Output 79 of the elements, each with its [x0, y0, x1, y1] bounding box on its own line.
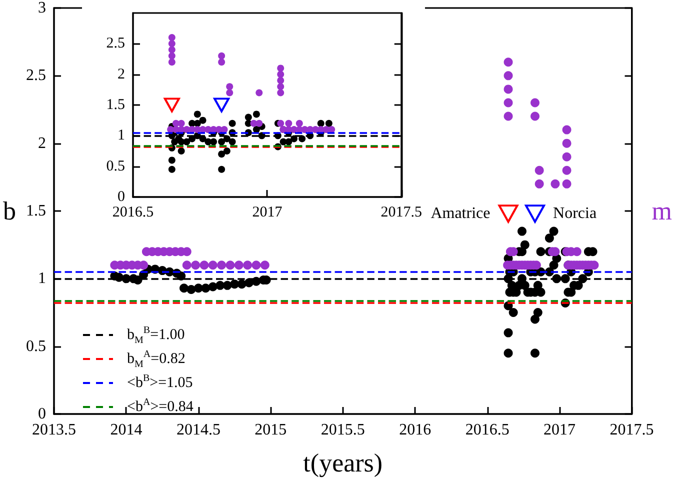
- x-tick-label: 2015.5: [320, 422, 365, 438]
- point: [214, 98, 230, 112]
- point: [194, 120, 201, 127]
- point: [277, 70, 284, 78]
- point: [277, 89, 284, 96]
- point: [277, 120, 284, 127]
- point: [164, 98, 180, 112]
- point: [277, 83, 284, 90]
- legend-label: <b$^{A}$>=0.84: [127, 396, 194, 417]
- point: [218, 52, 226, 60]
- point: [328, 126, 336, 134]
- series-label: Norcia: [553, 205, 597, 222]
- y-tick-label: 3: [38, 0, 46, 16]
- y-tick-label: 0.5: [106, 158, 125, 174]
- point: [183, 138, 190, 146]
- legend-label: b$_{M}$$^{B}$=1.00: [127, 324, 185, 347]
- point: [194, 110, 201, 118]
- y-tick-label: 0: [118, 189, 125, 205]
- y-tick-label: 1: [118, 128, 125, 144]
- point: [199, 116, 206, 124]
- point: [277, 76, 284, 84]
- x-tick-label: 2017: [544, 422, 576, 438]
- point: [290, 135, 298, 142]
- y-tick-label: 0.5: [26, 338, 46, 355]
- y-tick-label: 0: [38, 406, 46, 422]
- point: [244, 114, 252, 121]
- point: [178, 120, 185, 127]
- x-tick-label: 2016.5: [465, 422, 510, 438]
- legend-label: <b$^{B}$>=1.05: [127, 372, 193, 393]
- point: [210, 138, 218, 146]
- y2-axis-title: m: [652, 196, 672, 226]
- point: [285, 120, 292, 127]
- point: [228, 120, 236, 127]
- y-tick-label: 2: [38, 134, 46, 152]
- legend-label: b$_{M}$$^{A}$=0.82: [127, 348, 186, 371]
- series-label: Amatrice: [430, 205, 490, 222]
- point: [168, 166, 176, 173]
- point: [178, 148, 185, 154]
- point: [228, 138, 236, 146]
- x-tick-label: 2017.5: [610, 422, 654, 438]
- point: [256, 120, 263, 127]
- x-tick-label: 2014.5: [176, 422, 220, 438]
- point: [226, 89, 234, 96]
- x-tick-label: 2014: [110, 422, 142, 438]
- point: [168, 58, 176, 66]
- point: [325, 120, 332, 127]
- point: [218, 166, 226, 173]
- x-axis-title: t(years): [303, 448, 383, 478]
- point: [226, 83, 234, 90]
- y-tick-label: 2.5: [106, 36, 125, 52]
- x-tick-label: 2016: [399, 422, 432, 438]
- point: [220, 126, 228, 134]
- point: [252, 110, 260, 118]
- point: [277, 64, 284, 72]
- point: [317, 120, 324, 127]
- y-axis-title: b: [3, 196, 16, 226]
- y-tick-label: 2: [118, 66, 125, 82]
- point: [168, 52, 176, 60]
- point: [168, 40, 176, 48]
- point: [285, 138, 292, 146]
- x-tick-label: 2017: [252, 204, 283, 220]
- x-tick-label: 2013.5: [32, 422, 76, 438]
- y-tick-label: 1: [38, 270, 46, 288]
- point: [298, 135, 306, 142]
- y-tick-label: 2.5: [26, 67, 46, 84]
- y-tick-label: 1.5: [26, 202, 46, 220]
- point: [218, 150, 226, 158]
- point: [296, 120, 303, 127]
- point: [218, 138, 226, 146]
- y-tick-label: 1.5: [106, 97, 125, 113]
- x-tick-label: 2016.5: [112, 204, 154, 220]
- point: [168, 34, 176, 42]
- point: [223, 148, 230, 154]
- point: [256, 89, 263, 96]
- point: [218, 58, 226, 66]
- point: [168, 46, 176, 54]
- x-tick-label: 2017.5: [380, 204, 422, 220]
- point: [168, 156, 176, 164]
- x-tick-label: 2015: [254, 422, 287, 438]
